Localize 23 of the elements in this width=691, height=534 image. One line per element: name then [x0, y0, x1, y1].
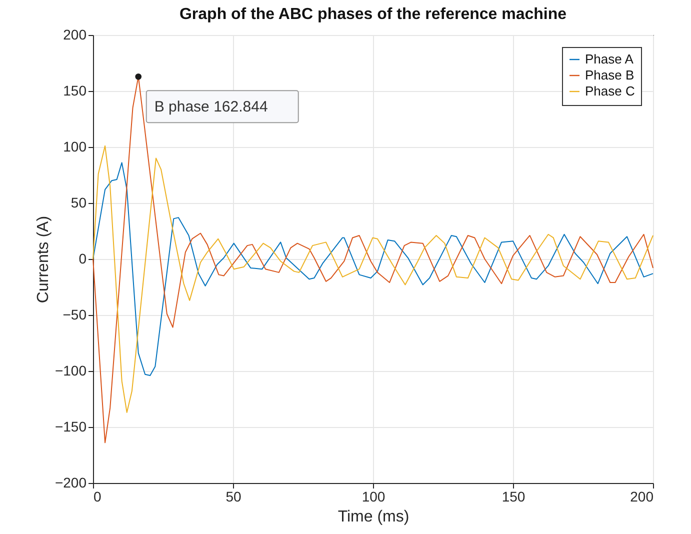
y-tick-label: 200 [63, 26, 87, 42]
x-tick-label: 50 [226, 488, 242, 504]
x-axis-title: Time (ms) [338, 508, 410, 526]
x-tick-label: 100 [362, 488, 386, 504]
y-tick-label: 0 [78, 250, 87, 266]
y-tick-label: −100 [54, 362, 87, 378]
y-tick-label: −50 [62, 306, 87, 322]
annotation: B phase 162.844 [154, 98, 268, 116]
legend-label: Phase C [585, 84, 635, 98]
line-series [92, 145, 654, 413]
y-tick-label: 150 [63, 82, 87, 98]
legend-label: Phase A [585, 52, 634, 66]
y-tick-label: −150 [54, 418, 87, 434]
x-tick-label: 200 [630, 488, 654, 504]
y-tick-label: 100 [63, 138, 87, 154]
legend-label: Phase B [585, 68, 634, 82]
chart-title: Graph of the ABC phases of the reference machine [179, 6, 567, 23]
y-tick-label: 50 [70, 194, 87, 210]
y-axis-title: Currents (A) [34, 216, 52, 304]
x-tick-label: 0 [94, 488, 102, 504]
line-series [92, 162, 654, 376]
x-tick-label: 150 [502, 488, 526, 504]
y-tick-label: −200 [54, 474, 87, 490]
